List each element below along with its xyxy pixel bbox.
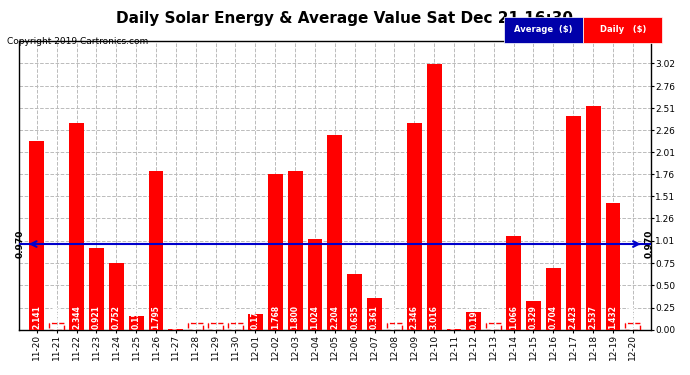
Bar: [148, 171, 164, 330]
Text: 2.423: 2.423: [569, 305, 578, 329]
Text: 0.156: 0.156: [132, 305, 141, 329]
Text: 0.000: 0.000: [390, 305, 399, 329]
Text: 0.009: 0.009: [171, 305, 180, 329]
Text: 1.024: 1.024: [310, 305, 319, 329]
Text: 0.970: 0.970: [16, 230, 25, 258]
Bar: [347, 274, 362, 330]
Text: 2.537: 2.537: [589, 305, 598, 329]
Bar: [546, 267, 561, 330]
Bar: [30, 141, 44, 330]
Text: 0.752: 0.752: [112, 305, 121, 329]
Text: 3.016: 3.016: [430, 305, 439, 329]
Text: 0.921: 0.921: [92, 305, 101, 329]
Bar: [327, 135, 342, 330]
Text: 0.361: 0.361: [370, 305, 379, 329]
Bar: [606, 203, 620, 330]
Text: 1.066: 1.066: [509, 305, 518, 329]
Text: 2.344: 2.344: [72, 305, 81, 329]
Bar: [526, 301, 541, 330]
Bar: [367, 298, 382, 330]
Text: 0.000: 0.000: [52, 305, 61, 329]
Text: 0.970: 0.970: [644, 230, 653, 258]
Bar: [586, 106, 600, 330]
Text: 0.000: 0.000: [629, 305, 638, 329]
Text: 0.000: 0.000: [489, 305, 498, 329]
Text: Average  ($): Average ($): [514, 26, 573, 34]
Bar: [248, 314, 263, 330]
Bar: [129, 316, 144, 330]
Text: 0.000: 0.000: [211, 305, 220, 329]
Text: Daily   ($): Daily ($): [600, 26, 646, 34]
Text: 1.768: 1.768: [270, 305, 279, 329]
Bar: [288, 171, 302, 330]
Text: 2.204: 2.204: [331, 305, 339, 329]
Text: 2.346: 2.346: [410, 305, 419, 329]
Text: 0.175: 0.175: [251, 305, 260, 329]
Bar: [89, 248, 104, 330]
Bar: [208, 322, 223, 330]
Bar: [308, 239, 322, 330]
Bar: [387, 322, 402, 330]
Bar: [506, 236, 521, 330]
Bar: [486, 322, 501, 330]
Text: Daily Solar Energy & Average Value Sat Dec 21 16:30: Daily Solar Energy & Average Value Sat D…: [117, 11, 573, 26]
Text: 1.800: 1.800: [290, 305, 299, 329]
Bar: [49, 322, 64, 330]
Bar: [228, 322, 243, 330]
Text: 0.635: 0.635: [351, 305, 359, 329]
Bar: [188, 322, 204, 330]
Text: 1.432: 1.432: [609, 305, 618, 329]
Text: 1.795: 1.795: [152, 305, 161, 329]
Bar: [625, 322, 640, 330]
Bar: [268, 174, 283, 330]
Bar: [566, 116, 581, 330]
Text: 0.704: 0.704: [549, 305, 558, 329]
Text: 0.197: 0.197: [469, 305, 478, 329]
Bar: [168, 329, 184, 330]
Text: 2.141: 2.141: [32, 305, 41, 329]
Bar: [426, 64, 442, 330]
Text: Copyright 2019 Cartronics.com: Copyright 2019 Cartronics.com: [7, 38, 148, 46]
Text: 0.001: 0.001: [449, 305, 459, 329]
Text: 0.329: 0.329: [529, 305, 538, 329]
Text: 0.000: 0.000: [231, 305, 240, 329]
Bar: [407, 123, 422, 330]
Bar: [466, 312, 482, 330]
Text: 0.000: 0.000: [191, 305, 200, 329]
Bar: [109, 263, 124, 330]
Bar: [69, 123, 84, 330]
